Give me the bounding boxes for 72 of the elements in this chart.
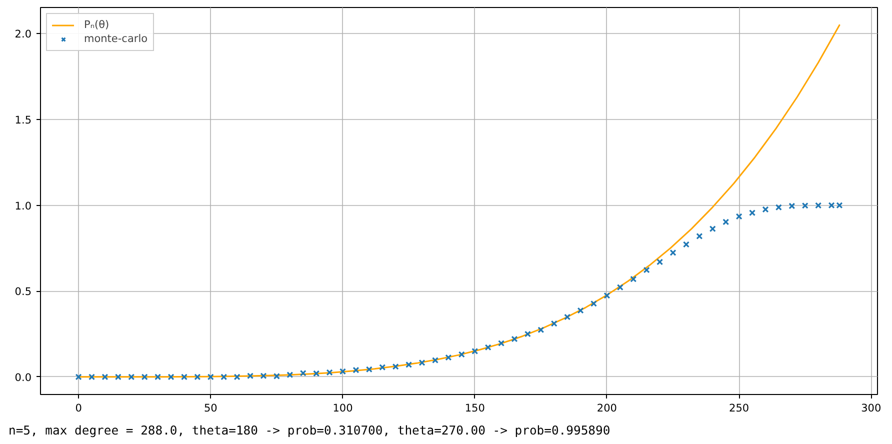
point xyxy=(313,370,320,377)
y-tick-label: 2.0 xyxy=(14,28,32,41)
point xyxy=(604,292,610,299)
point xyxy=(379,364,386,371)
point xyxy=(339,368,346,375)
point xyxy=(616,284,624,291)
point xyxy=(418,359,426,366)
point xyxy=(260,372,267,380)
point xyxy=(472,348,478,354)
point xyxy=(168,374,174,380)
x-tick-label: 100 xyxy=(332,402,353,414)
x-tick-label: 200 xyxy=(596,402,617,414)
point xyxy=(406,361,412,368)
point xyxy=(484,344,492,351)
point xyxy=(656,258,664,266)
point xyxy=(564,314,571,320)
text: n=5, max degree = 288.0, theta=180 -> prob=0.310700, theta=270.00 -> prob=0.995890 xyxy=(8,424,610,438)
y-tick-label: 1.0 xyxy=(14,200,32,212)
point xyxy=(88,374,96,380)
point xyxy=(220,374,228,380)
point xyxy=(300,370,306,376)
x-tick-label: 0 xyxy=(75,402,82,414)
point xyxy=(748,210,756,216)
point xyxy=(392,363,399,370)
point xyxy=(273,372,280,380)
point xyxy=(670,249,676,256)
point xyxy=(114,374,122,380)
point xyxy=(207,374,214,380)
point xyxy=(630,276,637,282)
point xyxy=(722,218,730,226)
point xyxy=(590,300,598,307)
legend-label: monte-carlo xyxy=(84,33,148,45)
legend-label: Pₙ(θ) xyxy=(84,19,110,31)
point xyxy=(498,340,505,347)
point xyxy=(762,206,769,213)
point xyxy=(815,202,822,209)
point xyxy=(538,326,544,334)
point xyxy=(524,330,531,338)
point xyxy=(682,241,690,248)
point xyxy=(194,374,201,380)
point xyxy=(445,354,452,361)
point xyxy=(643,266,650,274)
point xyxy=(102,374,108,380)
y-tick-label: 1.5 xyxy=(14,114,32,126)
point xyxy=(432,356,438,364)
point xyxy=(352,366,360,374)
point xyxy=(234,374,240,380)
point xyxy=(326,369,333,376)
point xyxy=(550,320,558,327)
x-tick-label: 250 xyxy=(729,402,750,414)
point xyxy=(788,202,796,210)
point xyxy=(775,204,782,211)
point xyxy=(458,351,465,358)
y-tick-label: 0.0 xyxy=(14,372,32,384)
point xyxy=(154,374,162,380)
y-tick-label: 0.5 xyxy=(14,286,32,298)
point xyxy=(247,372,254,380)
x-tick-label: 50 xyxy=(204,402,218,414)
point xyxy=(180,374,188,380)
point xyxy=(286,372,294,378)
point xyxy=(736,213,742,220)
x-tick-label: 150 xyxy=(464,402,485,414)
point xyxy=(366,366,372,373)
point xyxy=(709,226,716,232)
point xyxy=(511,336,518,342)
point xyxy=(75,374,82,380)
x-tick-label: 300 xyxy=(861,402,882,414)
point xyxy=(128,374,135,380)
point xyxy=(802,202,808,209)
point xyxy=(141,374,148,380)
point xyxy=(577,307,584,314)
point xyxy=(696,232,703,240)
